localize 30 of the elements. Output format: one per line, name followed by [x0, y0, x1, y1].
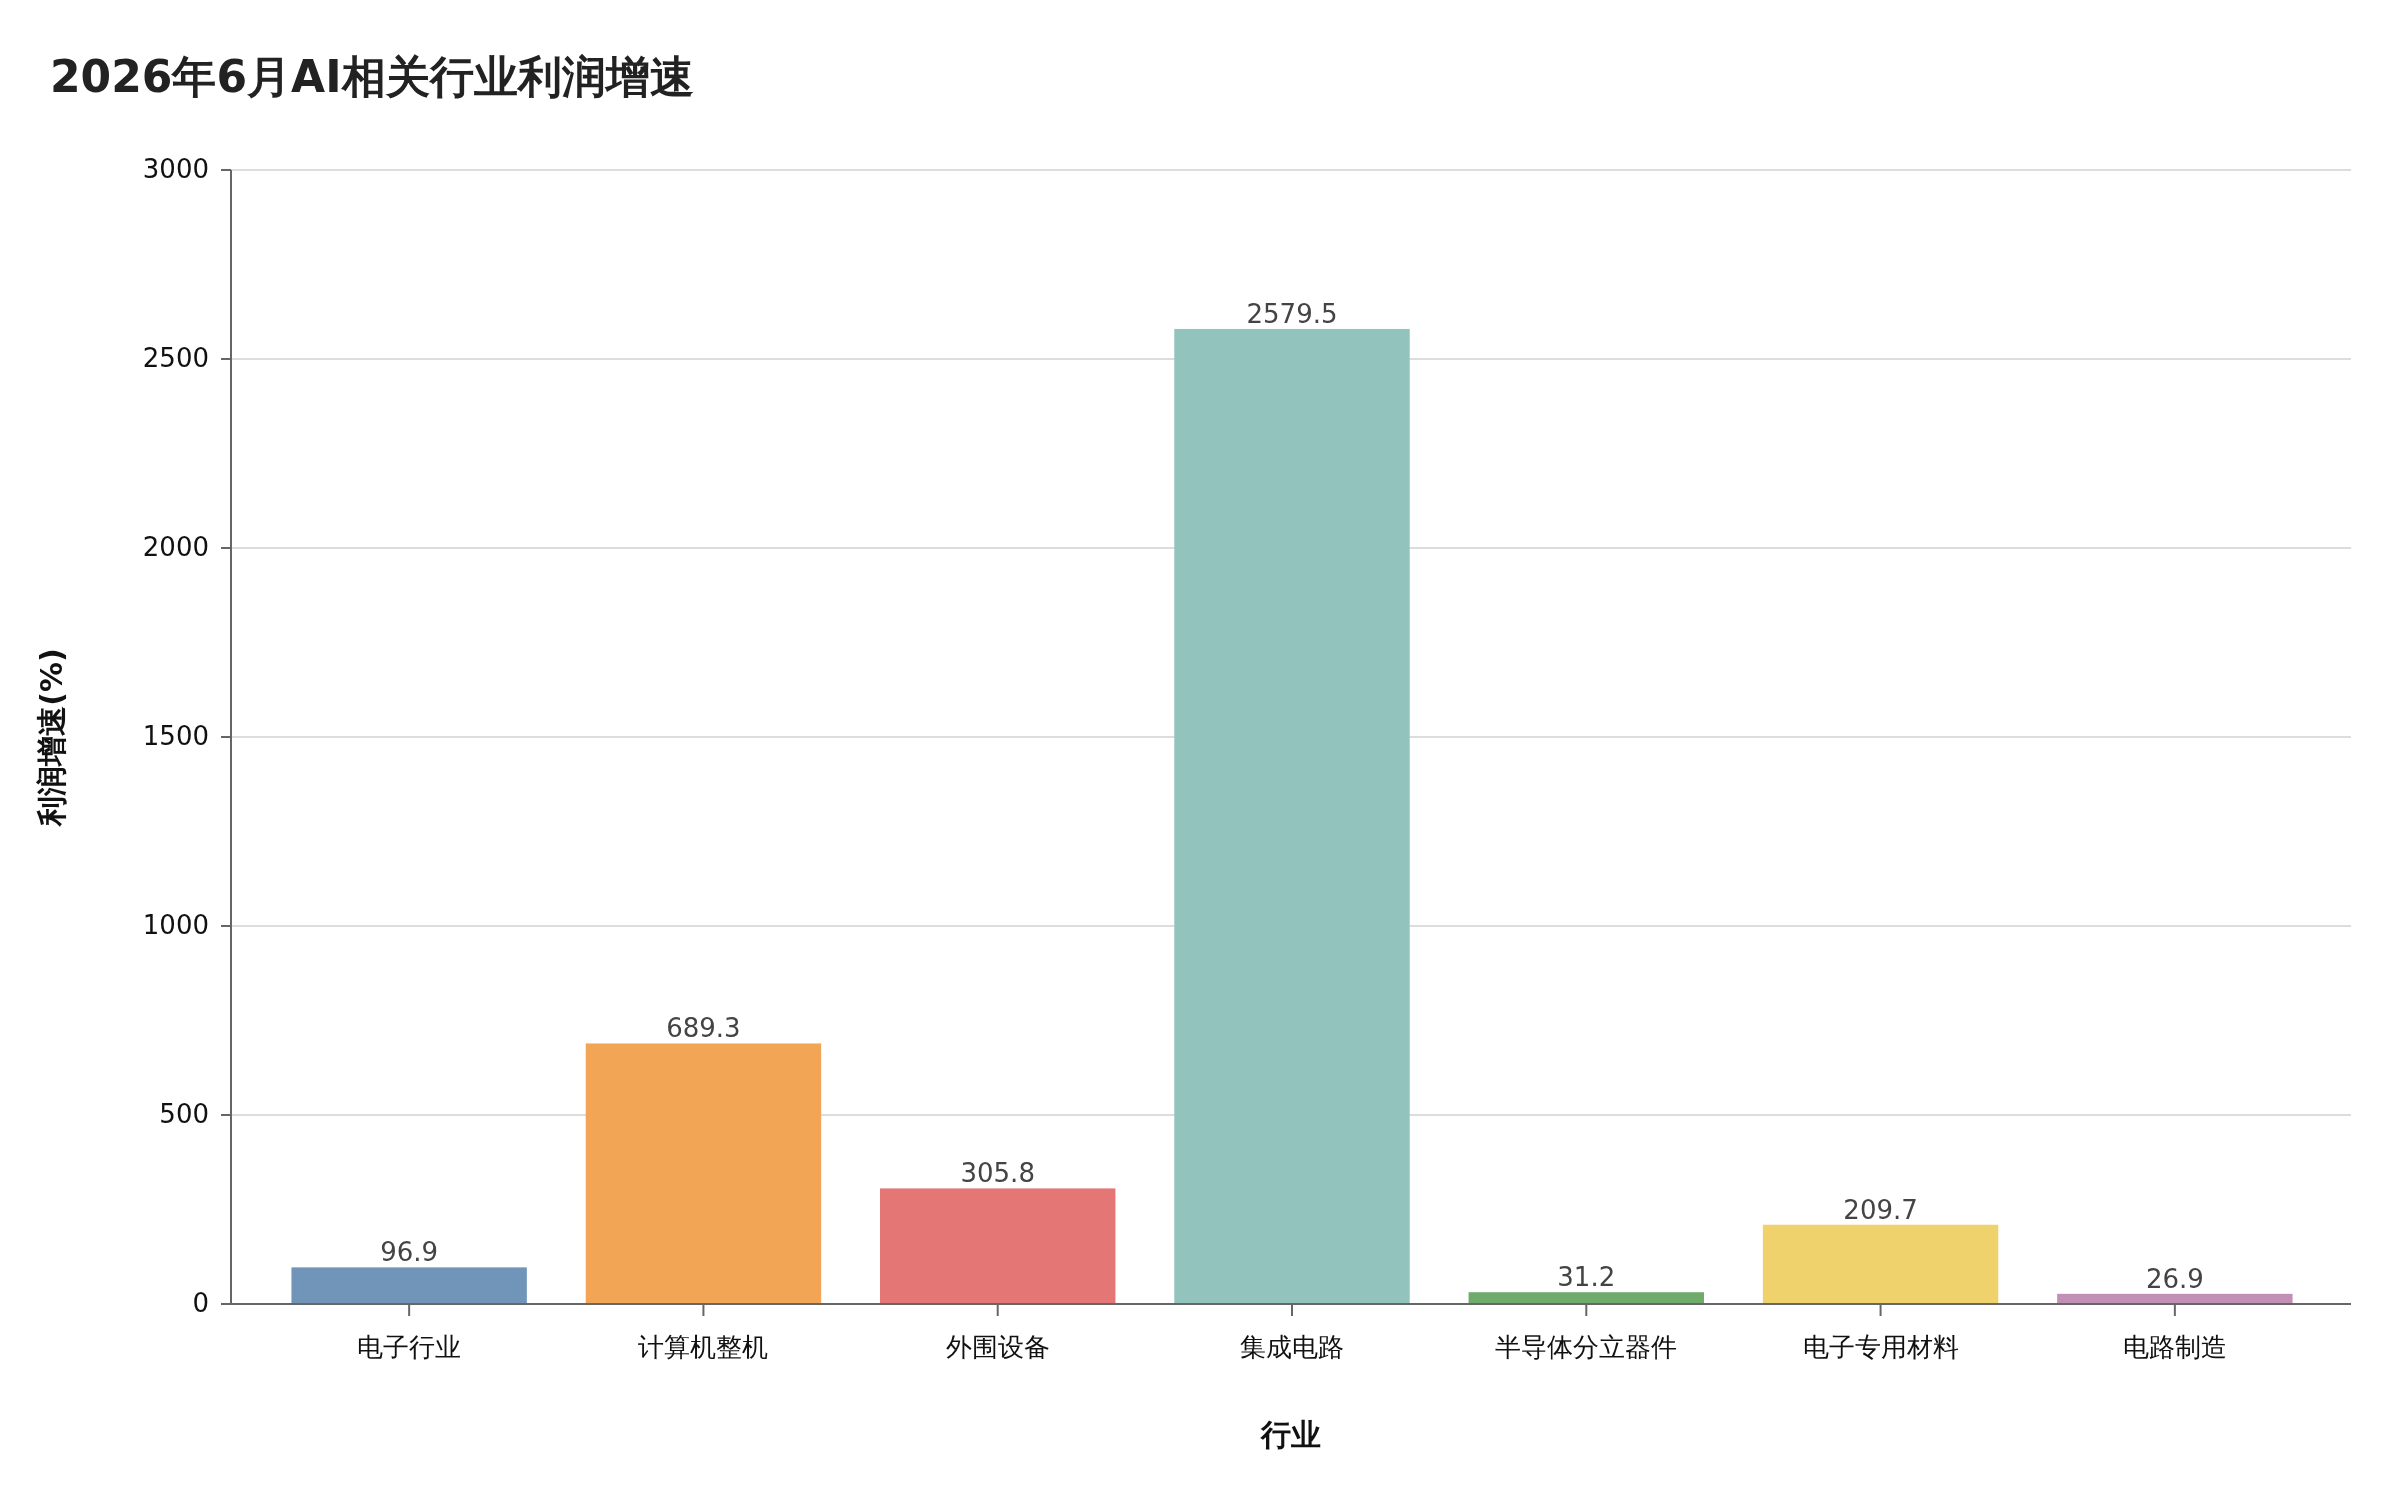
bar [291, 1267, 527, 1304]
bar [1468, 1292, 1704, 1304]
y-tick-label: 2000 [142, 532, 209, 562]
bar [585, 1043, 822, 1304]
y-tick-label: 2500 [142, 343, 209, 373]
x-tick-label: 计算机整机 [638, 1332, 769, 1362]
data-label: 209.7 [1843, 1194, 1918, 1225]
x-axis-title: 行业 [1260, 1417, 1321, 1452]
chart-title: 2026年6月AI相关行业利润增速 [50, 51, 694, 102]
data-label: 31.2 [1557, 1262, 1616, 1293]
x-tick-label: 电路制造 [2122, 1332, 2227, 1362]
data-label: 96.9 [380, 1237, 439, 1268]
y-tick-label: 1500 [142, 721, 209, 751]
y-tick-label: 3000 [142, 154, 209, 184]
x-tick-label: 集成电路 [1240, 1332, 1344, 1362]
y-tick-label: 1000 [142, 910, 209, 940]
x-tick-label: 外围设备 [945, 1332, 1050, 1362]
x-tick-label: 电子行业 [357, 1332, 462, 1362]
y-axis-title: 利润增速(%) [34, 648, 69, 827]
x-tick-label: 电子专用材料 [1802, 1332, 1959, 1362]
data-label: 689.3 [666, 1013, 741, 1044]
data-label: 26.9 [2145, 1263, 2204, 1294]
bar [1174, 328, 1410, 1304]
bar [1762, 1224, 1999, 1304]
y-tick-label: 500 [159, 1099, 209, 1129]
bar [880, 1188, 1116, 1304]
data-label: 2579.5 [1246, 298, 1338, 329]
data-label: 305.8 [960, 1158, 1035, 1189]
x-tick-label: 半导体分立器件 [1495, 1332, 1678, 1362]
y-tick-label: 0 [192, 1288, 209, 1318]
